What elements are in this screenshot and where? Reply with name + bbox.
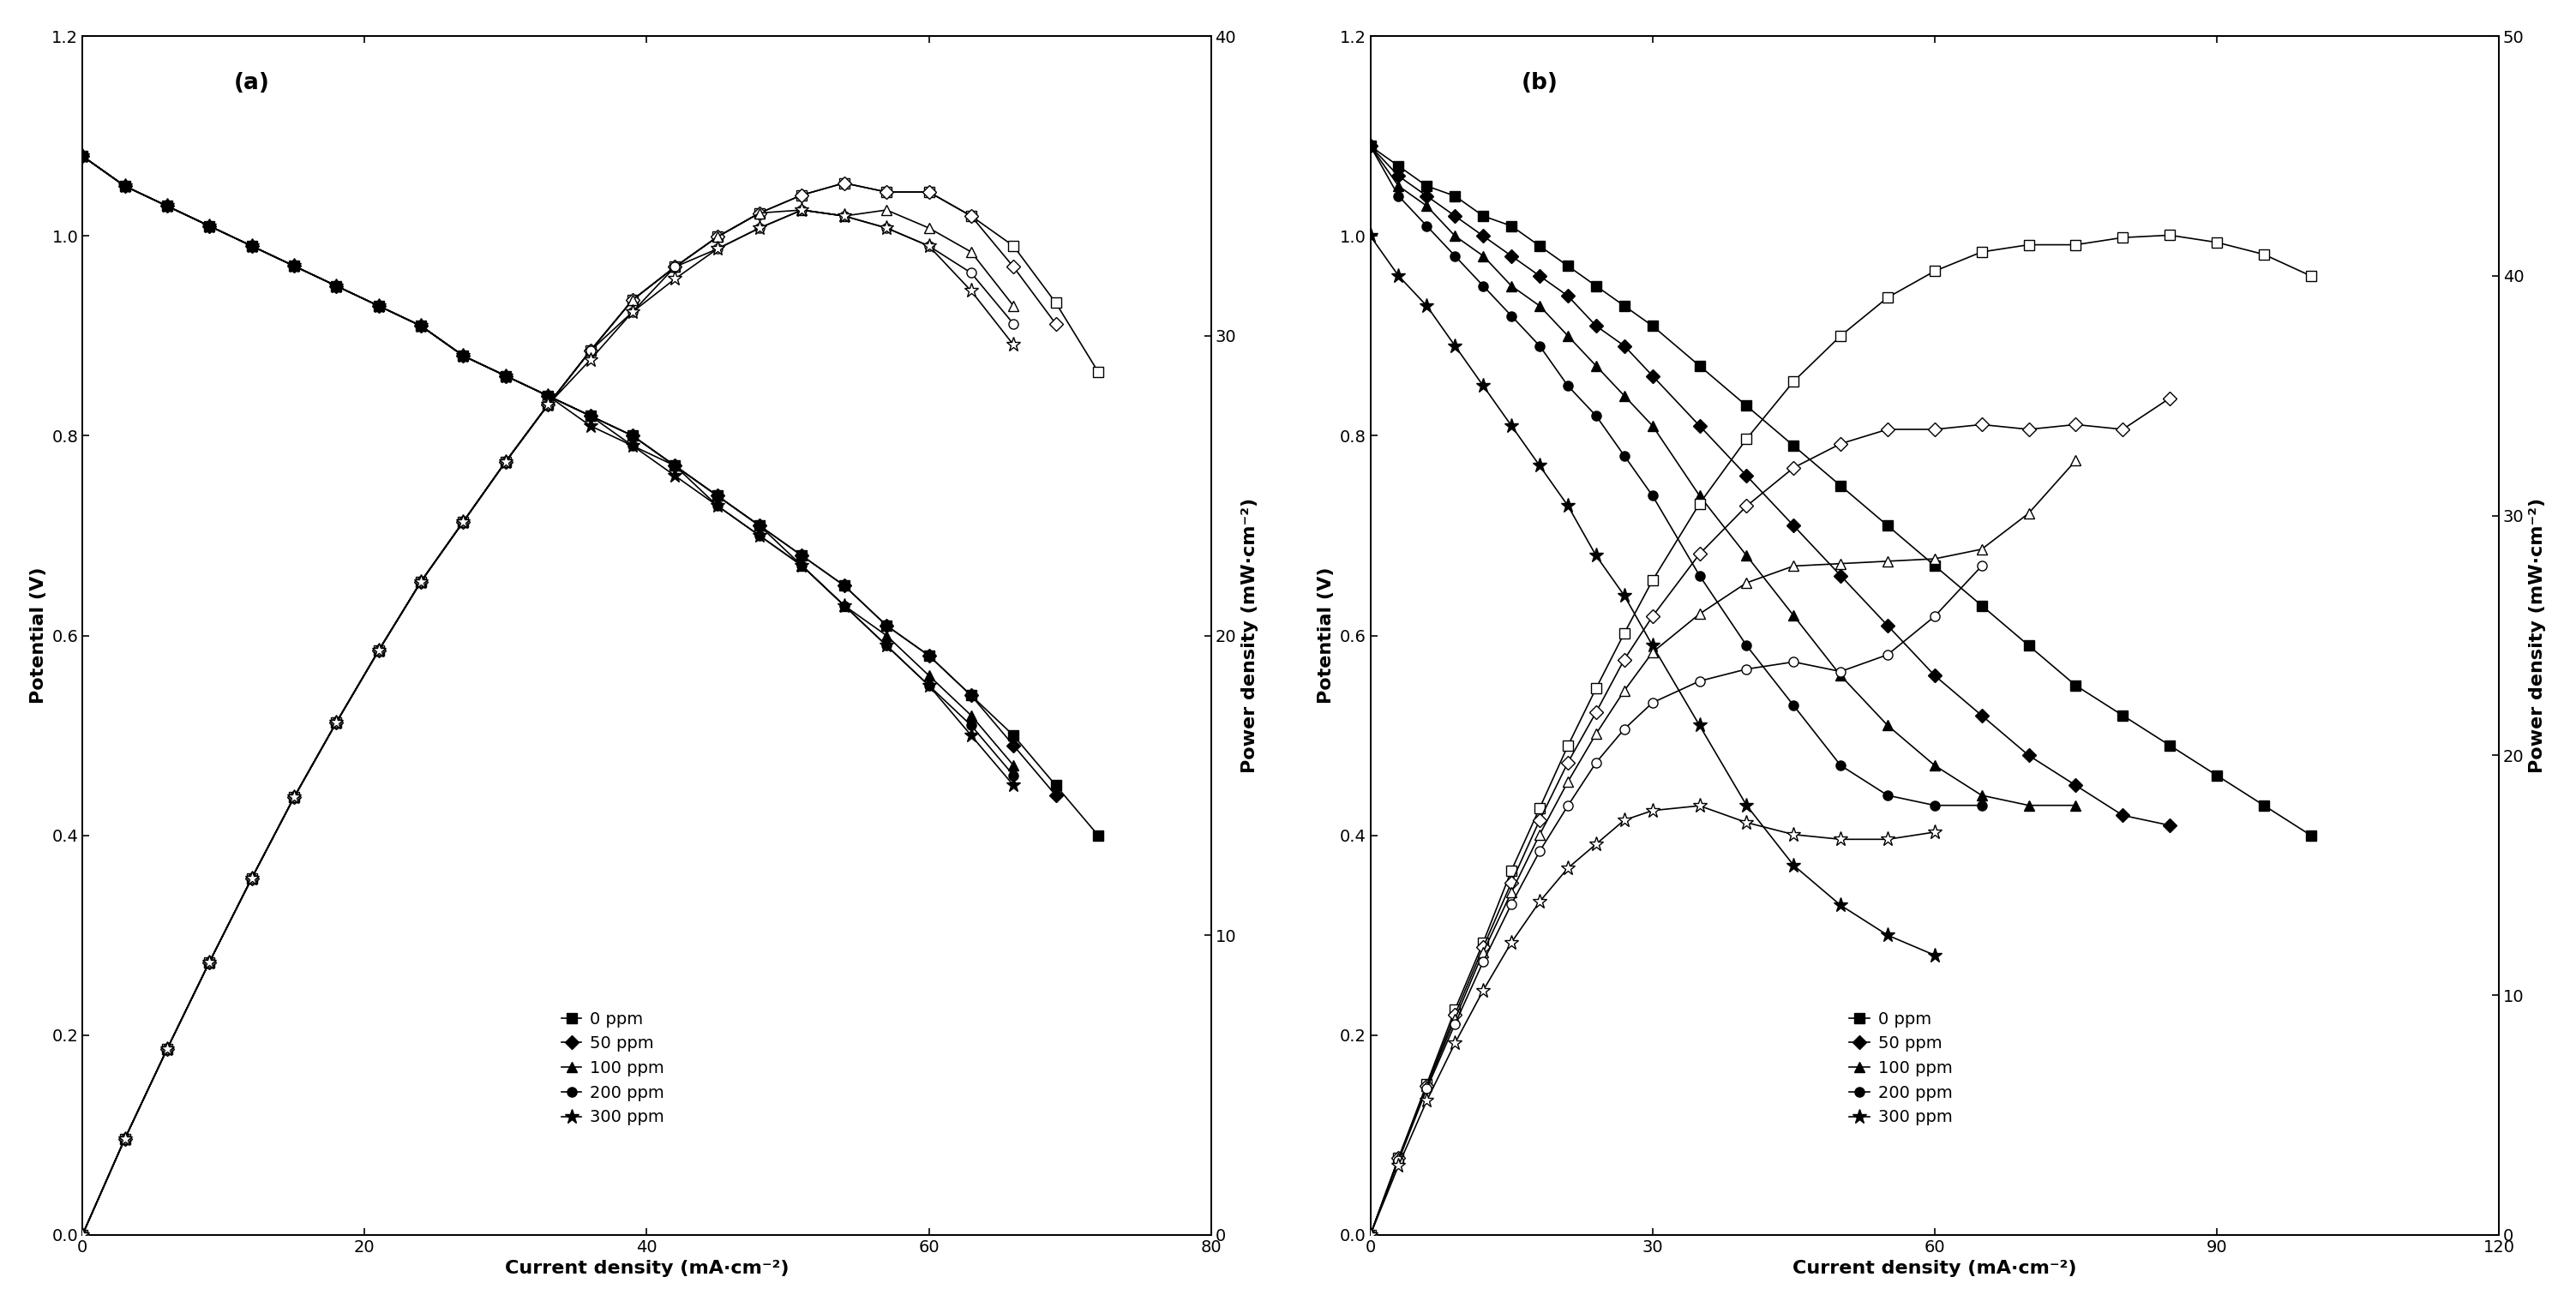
Legend: 0 ppm, 50 ppm, 100 ppm, 200 ppm, 300 ppm: 0 ppm, 50 ppm, 100 ppm, 200 ppm, 300 ppm — [1844, 1006, 1958, 1131]
X-axis label: Current density (mA·cm⁻²): Current density (mA·cm⁻²) — [1793, 1260, 2076, 1277]
Y-axis label: Power density (mW·cm⁻²): Power density (mW·cm⁻²) — [2530, 498, 2545, 774]
Text: (b): (b) — [1522, 72, 1558, 94]
Y-axis label: Potential (V): Potential (V) — [1319, 567, 1334, 704]
Y-axis label: Power density (mW·cm⁻²): Power density (mW·cm⁻²) — [1242, 498, 1257, 774]
Legend: 0 ppm, 50 ppm, 100 ppm, 200 ppm, 300 ppm: 0 ppm, 50 ppm, 100 ppm, 200 ppm, 300 ppm — [556, 1006, 670, 1131]
Y-axis label: Potential (V): Potential (V) — [31, 567, 46, 704]
X-axis label: Current density (mA·cm⁻²): Current density (mA·cm⁻²) — [505, 1260, 788, 1277]
Text: (a): (a) — [234, 72, 270, 94]
